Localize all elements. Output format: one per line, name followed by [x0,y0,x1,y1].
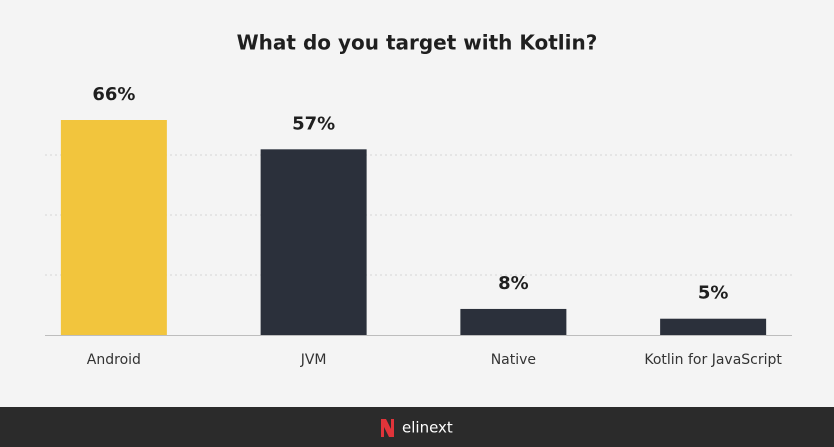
footer [0,407,834,447]
logo-icon [381,419,394,437]
bar [460,308,567,335]
x-tick-label: JVM [300,352,327,368]
chart-title: What do you target with Kotlin? [237,31,598,55]
value-label: 66% [92,84,135,105]
brand: elinext [402,419,453,437]
x-tick-label: Kotlin for JavaScript [644,352,782,368]
value-label: 5% [698,283,729,304]
bar [60,120,167,335]
x-tick-label: Android [87,352,141,368]
x-tick-label: Native [491,352,536,368]
bar [660,318,767,335]
value-label: 57% [292,113,335,134]
value-label: 8% [498,273,529,294]
bar [260,149,367,335]
